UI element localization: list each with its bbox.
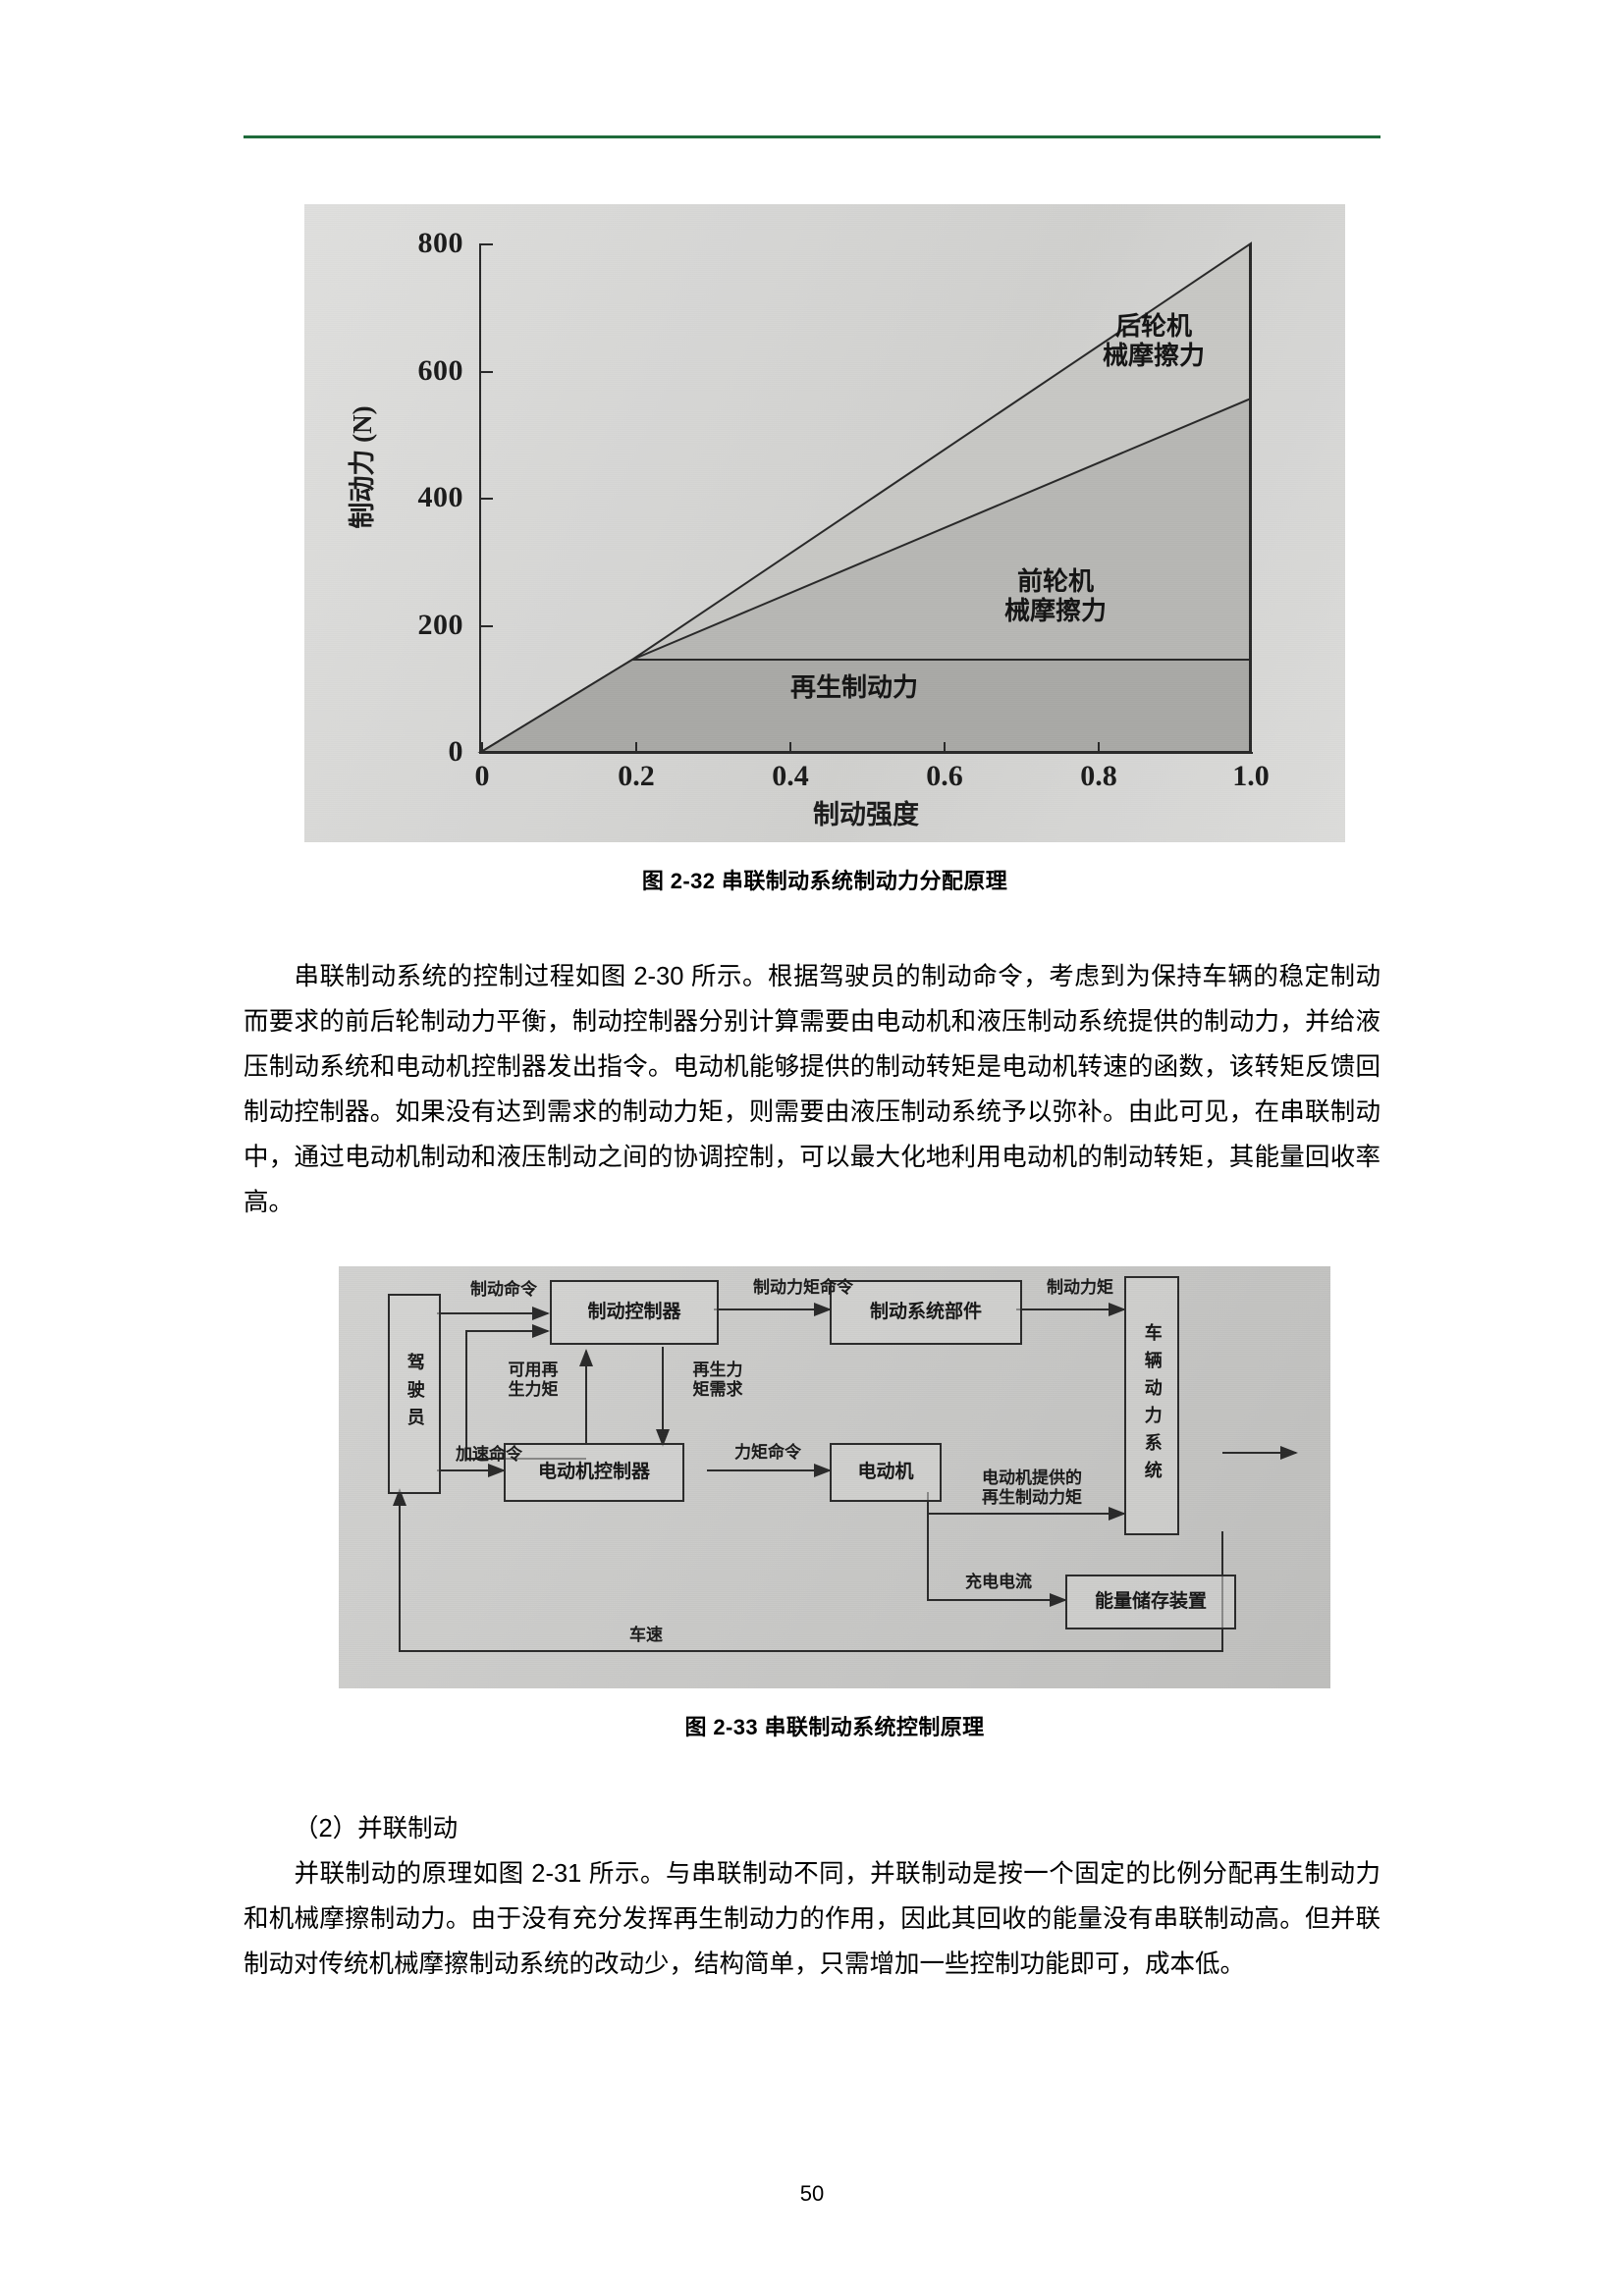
chart-right-axis (1249, 243, 1251, 754)
figure-2-32-caption: 图 2-32 串联制动系统制动力分配原理 (641, 869, 1008, 893)
edge-label-accel-command: 加速命令 (456, 1445, 522, 1464)
x-tick-0-6 (944, 742, 946, 754)
diagram-series-braking-control: 驾驶员 制动控制器 制动系统部件 车辆动力系统 电动机控制器 电动机 能量储存装… (339, 1266, 1330, 1688)
x-tick-label-0-6: 0.6 (926, 760, 963, 792)
block-motor: 电动机 (830, 1443, 942, 1502)
x-tick-label-0-2: 0.2 (618, 760, 655, 792)
edge-label-charge-current: 充电电流 (965, 1573, 1032, 1591)
block-vehicle-powertrain: 车辆动力系统 (1124, 1276, 1179, 1535)
x-tick-0-8 (1098, 742, 1100, 754)
paragraph-series-braking-control: 串联制动系统的控制过程如图 2-30 所示。根据驾驶员的制动命令，考虑到为保持车… (244, 954, 1380, 1225)
series-label-front-friction: 前轮机 械摩擦力 (1003, 567, 1107, 625)
y-tick-label-200: 200 (417, 609, 463, 641)
y-tick-600 (479, 371, 493, 373)
edge-label-available-regen-torque: 可用再 生力矩 (508, 1361, 559, 1400)
page-number: 50 (799, 2181, 825, 2206)
x-tick-0-2 (635, 742, 637, 754)
edge-label-vehicle-speed: 车速 (629, 1626, 663, 1644)
figure-2-33: 驾驶员 制动控制器 制动系统部件 车辆动力系统 电动机控制器 电动机 能量储存装… (339, 1266, 1330, 1741)
chart-brake-force-distribution: 800 600 400 200 0 0 0.2 0.4 0.6 0.8 1.0 … (304, 204, 1345, 842)
y-tick-label-0: 0 (448, 735, 463, 768)
series-label-regen-brake: 再生制动力 (789, 673, 918, 702)
y-tick-200 (479, 625, 493, 627)
block-energy-storage: 能量储存装置 (1065, 1575, 1236, 1629)
figure-2-32: 800 600 400 200 0 0 0.2 0.4 0.6 0.8 1.0 … (304, 204, 1345, 895)
paragraph-parallel-braking: 并联制动的原理如图 2-31 所示。与串联制动不同，并联制动是按一个固定的比例分… (244, 1851, 1380, 1987)
y-tick-0 (479, 752, 493, 754)
heading-2-text: （2）并联制动 (294, 1815, 459, 1842)
edge-label-brake-torque-command: 制动力矩命令 (753, 1278, 853, 1297)
block-brake-controller: 制动控制器 (550, 1280, 719, 1345)
block-driver: 驾驶员 (388, 1294, 441, 1494)
edge-label-torque-command: 力矩命令 (734, 1443, 801, 1462)
edge-label-brake-command: 制动命令 (470, 1280, 537, 1299)
y-tick-label-400: 400 (417, 481, 463, 513)
heading-parallel-braking: （2）并联制动 (244, 1806, 1380, 1851)
y-tick-400 (479, 498, 493, 500)
y-tick-800 (479, 243, 493, 245)
paragraph-1-text: 串联制动系统的控制过程如图 2-30 所示。根据驾驶员的制动命令，考虑到为保持车… (244, 963, 1380, 1216)
x-tick-label-0-8: 0.8 (1080, 760, 1117, 792)
edge-label-regen-torque-demand: 再生力 矩需求 (692, 1361, 743, 1400)
x-tick-label-1-0: 1.0 (1232, 760, 1270, 792)
chart-y-axis-title: 制动力 (N) (348, 405, 378, 529)
header-rule (244, 135, 1380, 138)
edge-label-motor-regen-brake-torque: 电动机提供的 再生制动力矩 (982, 1468, 1082, 1508)
edge-label-brake-torque: 制动力矩 (1047, 1278, 1113, 1297)
paragraph-2-text: 并联制动的原理如图 2-31 所示。与串联制动不同，并联制动是按一个固定的比例分… (244, 1860, 1380, 1978)
y-tick-label-600: 600 (417, 354, 463, 387)
chart-x-axis-title: 制动强度 (813, 800, 919, 829)
block-brake-system-parts: 制动系统部件 (830, 1280, 1022, 1345)
y-tick-label-800: 800 (417, 227, 463, 259)
x-tick-0 (481, 742, 483, 754)
series-label-rear-friction: 后轮机 械摩擦力 (1102, 312, 1205, 370)
block-motor-controller: 电动机控制器 (504, 1443, 684, 1502)
chart-areas (477, 241, 1252, 753)
x-tick-1-0 (1250, 742, 1252, 754)
chart-x-axis (479, 752, 1253, 754)
x-tick-label-0-4: 0.4 (772, 760, 809, 792)
figure-2-33-caption: 图 2-33 串联制动系统控制原理 (684, 1715, 985, 1739)
x-tick-0-4 (789, 742, 791, 754)
x-tick-label-0: 0 (474, 760, 490, 792)
